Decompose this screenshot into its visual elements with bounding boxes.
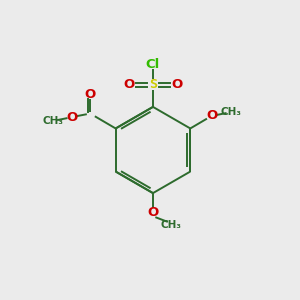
Text: O: O bbox=[206, 110, 217, 122]
Text: CH₃: CH₃ bbox=[161, 220, 182, 230]
Text: CH₃: CH₃ bbox=[220, 107, 241, 117]
Text: O: O bbox=[66, 111, 78, 124]
Text: O: O bbox=[124, 78, 135, 91]
Text: O: O bbox=[85, 88, 96, 101]
Text: O: O bbox=[147, 206, 159, 219]
Text: CH₃: CH₃ bbox=[42, 116, 63, 126]
Text: Cl: Cl bbox=[146, 58, 160, 71]
Text: O: O bbox=[171, 78, 182, 91]
Text: S: S bbox=[149, 78, 157, 91]
